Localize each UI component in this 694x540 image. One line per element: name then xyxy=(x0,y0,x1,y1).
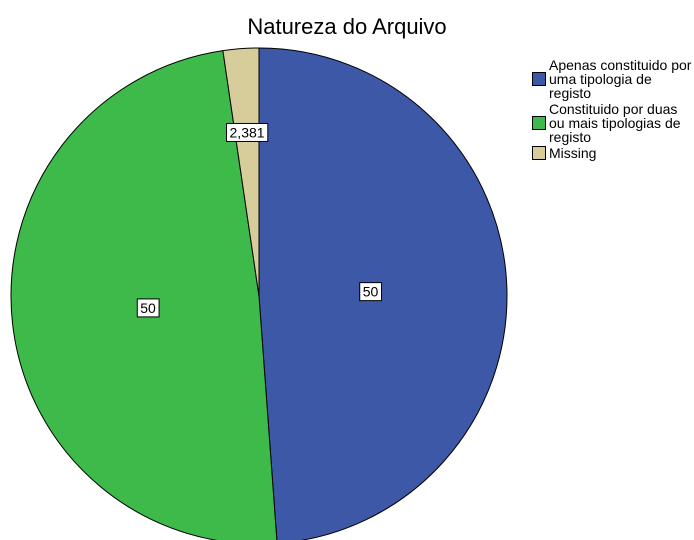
legend-swatch xyxy=(532,72,546,86)
data-label: 2,381 xyxy=(230,124,265,140)
legend-swatch xyxy=(532,116,546,130)
chart-title: Natureza do Arquivo xyxy=(247,14,446,39)
pie xyxy=(10,47,508,540)
data-label-box xyxy=(136,298,160,318)
pie-slice xyxy=(10,50,278,540)
legend: Apenas constituido por uma tipologia de … xyxy=(532,58,694,162)
legend-label: Constituido por duas ou mais tipologias … xyxy=(549,101,681,145)
pie-slice xyxy=(222,47,260,297)
legend-swatch xyxy=(532,146,546,160)
legend-label: Missing xyxy=(549,145,597,161)
legend-label: Apenas constituido por uma tipologia de … xyxy=(549,57,692,101)
data-label-box xyxy=(226,122,269,142)
data-label: 50 xyxy=(363,284,379,300)
data-labels: 50 50 2,381 xyxy=(136,122,383,318)
data-label-box xyxy=(359,282,383,302)
legend-item: Constituido por duas ou mais tipologias … xyxy=(532,102,694,144)
pie-slice xyxy=(258,47,508,540)
legend-item: Apenas constituido por uma tipologia de … xyxy=(532,58,694,100)
data-label: 50 xyxy=(140,300,156,316)
legend-item: Missing xyxy=(532,146,694,160)
